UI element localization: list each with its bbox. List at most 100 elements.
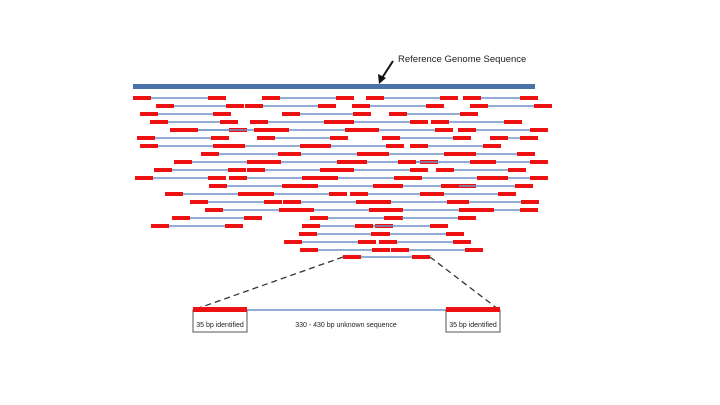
read-pair bbox=[385, 208, 477, 212]
read-right-end bbox=[520, 96, 538, 100]
read-right-end bbox=[279, 208, 297, 212]
read-right-end bbox=[244, 216, 262, 220]
read-pair bbox=[431, 120, 522, 124]
read-pair bbox=[355, 224, 448, 228]
left-read-label: 35 bp identified bbox=[196, 322, 244, 329]
read-right-end bbox=[282, 184, 300, 188]
read-pair bbox=[133, 96, 226, 100]
read-right-end bbox=[504, 120, 522, 124]
read-pair bbox=[389, 112, 478, 116]
read-left-end bbox=[262, 96, 280, 100]
read-right-end bbox=[458, 216, 476, 220]
read-pair bbox=[458, 152, 535, 156]
read-left-end bbox=[426, 192, 444, 196]
read-left-end bbox=[247, 168, 265, 172]
zoom-line-left bbox=[195, 256, 344, 310]
read-left-end bbox=[343, 255, 361, 259]
read-left-end bbox=[371, 152, 389, 156]
read-pair bbox=[150, 120, 238, 124]
read-pair bbox=[382, 136, 471, 140]
read-left-end bbox=[320, 176, 338, 180]
read-pair bbox=[320, 176, 412, 180]
read-left-end bbox=[398, 160, 416, 164]
read-left-end bbox=[256, 192, 274, 196]
read-pair bbox=[174, 160, 265, 164]
read-left-end bbox=[300, 184, 318, 188]
right-read-bar bbox=[446, 307, 500, 312]
reference-arrow bbox=[378, 60, 394, 84]
read-left-end bbox=[451, 200, 469, 204]
read-left-end bbox=[352, 104, 370, 108]
read-pair bbox=[263, 160, 355, 164]
read-right-end bbox=[300, 144, 318, 148]
read-right-end bbox=[465, 248, 483, 252]
read-right-end bbox=[330, 136, 348, 140]
read-right-end bbox=[318, 104, 336, 108]
read-left-end bbox=[170, 128, 188, 132]
read-right-end bbox=[225, 224, 243, 228]
read-left-end bbox=[361, 128, 379, 132]
read-right-end bbox=[453, 136, 471, 140]
read-left-end bbox=[140, 144, 158, 148]
read-left-end bbox=[349, 160, 367, 164]
read-left-end bbox=[385, 184, 403, 188]
read-pair bbox=[470, 104, 552, 108]
read-right-end bbox=[508, 168, 526, 172]
read-left-end bbox=[350, 192, 368, 196]
read-pair bbox=[371, 152, 462, 156]
read-pair bbox=[366, 96, 458, 100]
read-pair bbox=[156, 104, 244, 108]
unknown-sequence-label: 330 - 430 bp unknown sequence bbox=[295, 322, 397, 329]
read-right-end bbox=[320, 168, 338, 172]
read-right-end bbox=[373, 184, 391, 188]
read-pair bbox=[478, 160, 548, 164]
read-left-end bbox=[180, 128, 198, 132]
read-pair bbox=[209, 184, 300, 188]
read-left-end bbox=[490, 176, 508, 180]
read-right-end bbox=[336, 96, 354, 100]
read-right-end bbox=[459, 208, 477, 212]
read-left-end bbox=[174, 160, 192, 164]
read-left-end bbox=[135, 176, 153, 180]
read-left-end bbox=[490, 136, 508, 140]
read-pair bbox=[282, 112, 371, 116]
read-left-end bbox=[227, 144, 245, 148]
read-left-end bbox=[478, 160, 496, 164]
read-left-end bbox=[151, 224, 169, 228]
read-right-end bbox=[444, 152, 462, 156]
read-pair bbox=[140, 112, 231, 116]
read-pair bbox=[135, 176, 226, 180]
right-read-label: 35 bp identified bbox=[449, 322, 497, 329]
read-left-end bbox=[137, 136, 155, 140]
read-pair bbox=[140, 144, 231, 148]
read-pair bbox=[336, 120, 428, 124]
read-right-end bbox=[353, 112, 371, 116]
read-pair bbox=[391, 248, 483, 252]
read-pair bbox=[372, 232, 464, 236]
read-left-end bbox=[372, 232, 390, 236]
read-pair bbox=[250, 120, 342, 124]
read-right-end bbox=[211, 136, 229, 140]
read-pair bbox=[441, 184, 533, 188]
read-right-end bbox=[534, 104, 552, 108]
read-right-end bbox=[453, 240, 471, 244]
read-left-end bbox=[140, 112, 158, 116]
read-pair-detail: 35 bp identified 330 - 430 bp unknown se… bbox=[192, 307, 501, 333]
read-left-end bbox=[245, 104, 263, 108]
read-left-end bbox=[436, 168, 454, 172]
read-left-end bbox=[229, 176, 247, 180]
read-pair bbox=[205, 208, 297, 212]
read-pair bbox=[451, 200, 539, 204]
read-right-end bbox=[247, 160, 265, 164]
read-left-end bbox=[263, 160, 281, 164]
read-right-end bbox=[477, 176, 495, 180]
read-left-end bbox=[133, 96, 151, 100]
read-left-end bbox=[389, 112, 407, 116]
read-left-end bbox=[257, 136, 275, 140]
read-left-end bbox=[384, 216, 402, 220]
read-right-end bbox=[228, 168, 246, 172]
read-left-end bbox=[296, 208, 314, 212]
read-right-end bbox=[213, 144, 231, 148]
read-right-end bbox=[412, 255, 430, 259]
read-pair bbox=[137, 136, 229, 140]
